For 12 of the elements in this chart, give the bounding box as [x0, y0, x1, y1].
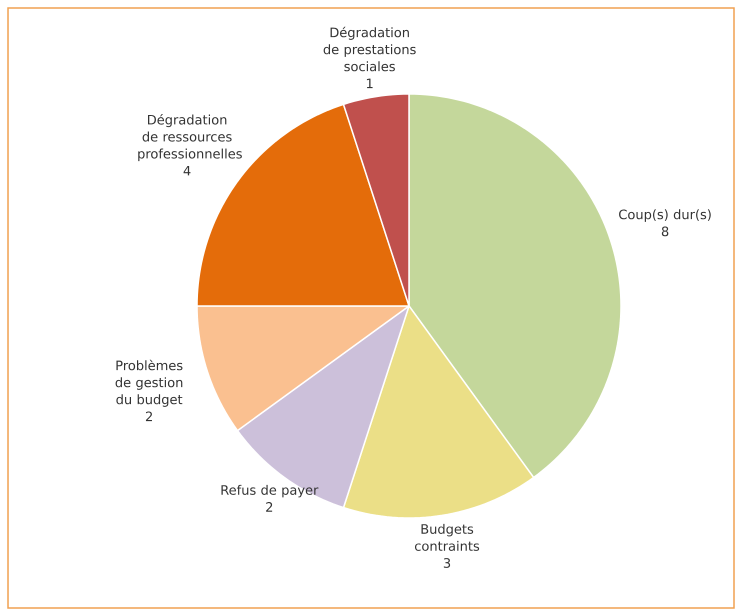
slice-label: Refus de payer: [221, 484, 318, 498]
slice-label: Coup(s) dur(s): [619, 209, 711, 222]
data-label: 2: [266, 502, 272, 512]
data-label: 1: [366, 78, 373, 88]
slice-label: Dégradation de ressources professionnelles: [138, 114, 242, 162]
data-label: 8: [662, 226, 668, 236]
slice-label: Dégradation de prestations sociales: [324, 26, 416, 72]
data-label: 4: [184, 166, 190, 176]
data-label: 3: [444, 558, 450, 568]
data-label: 2: [146, 411, 152, 422]
slice-label: Budgets contraints: [414, 524, 480, 551]
slice-label: Problèmes de gestion du budget: [116, 360, 182, 407]
